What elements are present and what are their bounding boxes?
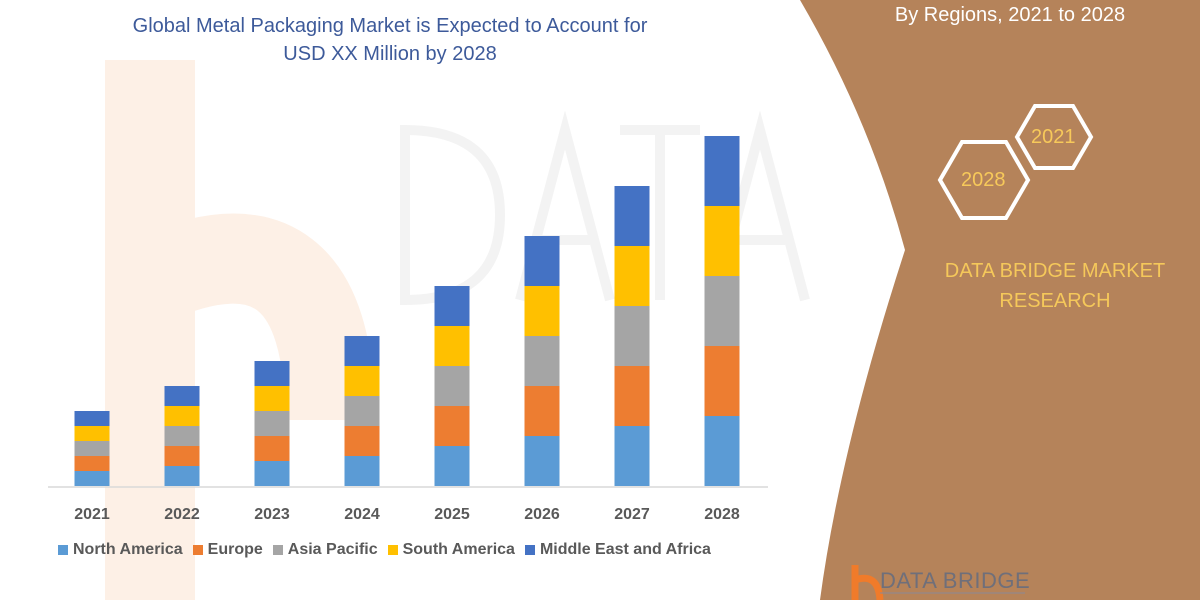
legend-swatch	[524, 545, 535, 555]
bar-segment-2022-north-america	[164, 466, 200, 486]
x-tick-label: 2021	[74, 506, 110, 523]
bar-segment-2025-europe	[434, 406, 470, 446]
footer-logo-text: DATA BRIDGE	[880, 568, 1031, 593]
hex-label-2021: 2021	[1031, 126, 1076, 148]
bar-segment-2027-asia-pacific	[614, 306, 650, 366]
bar-segment-2021-middle-east-and-africa	[74, 411, 110, 426]
bar-segment-2028-north-america	[704, 416, 740, 486]
legend-swatch	[58, 545, 68, 555]
legend-label: North America	[73, 541, 183, 558]
legend-label: South America	[402, 541, 515, 558]
side-panel	[800, 0, 1200, 600]
bar-segment-2023-north-america	[254, 461, 290, 486]
hex-label-2028: 2028	[961, 169, 1006, 191]
bar-segment-2021-asia-pacific	[74, 441, 110, 456]
bar-segment-2026-north-america	[524, 436, 560, 486]
bar-segment-2023-south-america	[254, 386, 290, 411]
bar-segment-2028-middle-east-and-africa	[704, 136, 740, 206]
bar-segment-2024-south-america	[344, 366, 380, 396]
title-line-1: Global Metal Packaging Market is Expecte…	[132, 15, 648, 37]
x-tick-label: 2025	[434, 506, 470, 523]
logo-icon	[851, 565, 884, 600]
x-tick-label: 2027	[614, 506, 650, 523]
bar-segment-2022-middle-east-and-africa	[164, 386, 200, 406]
legend-item: North America	[58, 541, 183, 559]
bar-segment-2025-north-america	[434, 446, 470, 486]
bar-segment-2027-middle-east-and-africa	[614, 186, 650, 246]
bar-segment-2028-asia-pacific	[704, 276, 740, 346]
bar-segment-2024-asia-pacific	[344, 396, 380, 426]
brand-line-1: DATA BRIDGE MARKET	[944, 260, 1166, 282]
legend-label: Europe	[207, 541, 263, 558]
hexagon-2028	[937, 140, 1031, 220]
bar-segment-2022-europe	[164, 446, 200, 466]
bar-segment-2028-south-america	[704, 206, 740, 276]
bar-segment-2022-asia-pacific	[164, 426, 200, 446]
legend-item: South America	[387, 541, 515, 559]
watermark-logo	[105, 60, 375, 600]
bar-segment-2021-north-america	[74, 471, 110, 486]
x-tick-label: 2022	[164, 506, 200, 523]
bar-segment-2027-south-america	[614, 246, 650, 306]
bar-segment-2026-asia-pacific	[524, 336, 560, 386]
legend-swatch	[192, 545, 203, 555]
bar-segment-2021-south-america	[74, 426, 110, 441]
bar-segment-2023-middle-east-and-africa	[254, 361, 290, 386]
bar-segment-2025-middle-east-and-africa	[434, 286, 470, 326]
bar-segment-2027-europe	[614, 366, 650, 426]
chart-title: Global Metal Packaging Market is Expecte…	[70, 12, 710, 68]
bar-segment-2023-europe	[254, 436, 290, 461]
bar-segment-2026-middle-east-and-africa	[524, 236, 560, 286]
bar-segment-2022-south-america	[164, 406, 200, 426]
watermark-letters	[400, 110, 810, 306]
legend-swatch	[387, 545, 398, 555]
bar-segment-2024-europe	[344, 426, 380, 456]
legend-swatch	[272, 545, 283, 555]
bar-segment-2024-north-america	[344, 456, 380, 486]
x-tick-label: 2024	[344, 506, 380, 523]
legend-label: Middle East and Africa	[539, 541, 711, 558]
bar-segment-2028-europe	[704, 346, 740, 416]
bar-segment-2024-middle-east-and-africa	[344, 336, 380, 366]
brand-line-2: RESEARCH	[999, 290, 1111, 312]
hexagon-2021	[1014, 104, 1094, 170]
bar-segment-2027-north-america	[614, 426, 650, 486]
title-line-2: USD XX Million by 2028	[283, 43, 497, 65]
legend-item: Europe	[192, 541, 263, 559]
x-tick-label: 2026	[524, 506, 560, 523]
panel-subtitle: By Regions, 2021 to 2028	[894, 4, 1126, 26]
x-tick-label: 2028	[704, 506, 740, 523]
bar-segment-2026-europe	[524, 386, 560, 436]
legend-item: Middle East and Africa	[524, 541, 711, 559]
legend-item: Asia Pacific	[272, 541, 378, 559]
brand-text: DATA BRIDGE MARKET RESEARCH	[930, 256, 1180, 316]
bar-segment-2023-asia-pacific	[254, 411, 290, 436]
x-tick-label: 2023	[254, 506, 290, 523]
bar-segment-2025-asia-pacific	[434, 366, 470, 406]
bar-segment-2026-south-america	[524, 286, 560, 336]
bar-segment-2021-europe	[74, 456, 110, 471]
legend: North America Europe Asia Pacific South Ame…	[58, 541, 711, 559]
legend-label: Asia Pacific	[287, 541, 378, 558]
bar-segment-2025-south-america	[434, 326, 470, 366]
